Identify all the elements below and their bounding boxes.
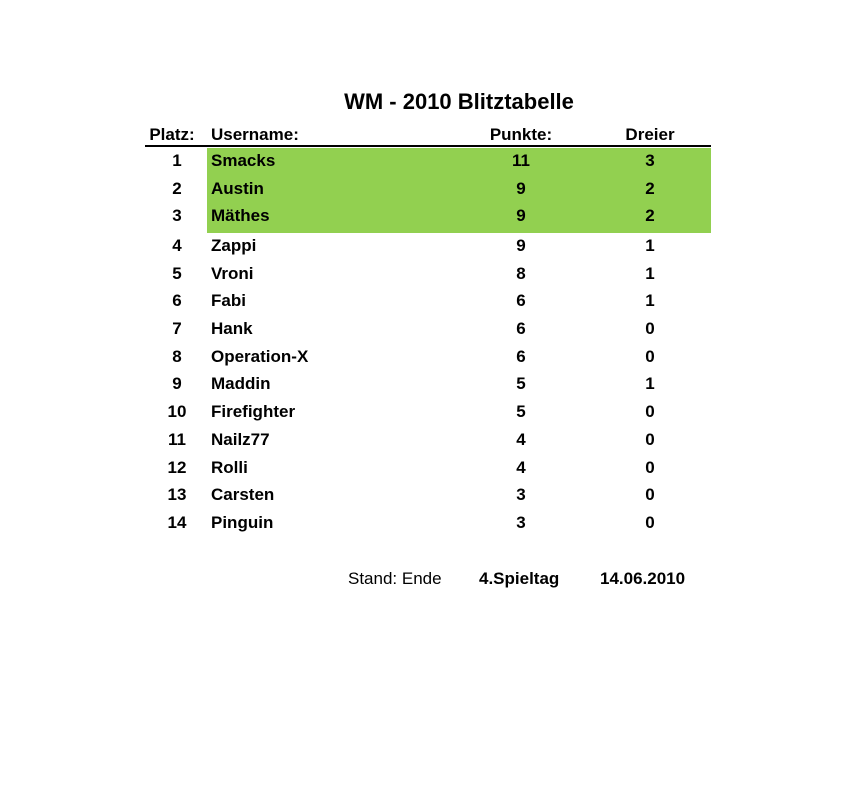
cell-platz: 2 xyxy=(172,179,182,198)
cell-punkte: 9 xyxy=(516,236,526,255)
cell-platz: 1 xyxy=(172,151,182,170)
cell-username: Maddin xyxy=(211,374,271,393)
cell-platz: 10 xyxy=(167,402,187,421)
cell-username: Carsten xyxy=(211,485,275,504)
cell-platz: 8 xyxy=(172,347,182,366)
header-platz: Platz: xyxy=(149,125,195,144)
cell-username: Pinguin xyxy=(211,513,274,532)
top-three-highlight xyxy=(207,148,711,233)
cell-username: Firefighter xyxy=(211,402,296,421)
cell-dreier: 1 xyxy=(645,264,655,283)
cell-platz: 3 xyxy=(172,206,182,225)
cell-punkte: 4 xyxy=(516,430,526,449)
cell-punkte: 6 xyxy=(516,291,526,310)
cell-username: Operation-X xyxy=(211,347,309,366)
cell-username: Fabi xyxy=(211,291,246,310)
cell-dreier: 0 xyxy=(645,319,655,338)
cell-punkte: 4 xyxy=(516,458,526,477)
cell-punkte: 8 xyxy=(516,264,526,283)
cell-dreier: 1 xyxy=(645,374,655,393)
cell-platz: 5 xyxy=(172,264,182,283)
cell-platz: 7 xyxy=(172,319,182,338)
cell-dreier: 0 xyxy=(645,430,655,449)
cell-platz: 9 xyxy=(172,374,182,393)
cell-punkte: 3 xyxy=(516,513,526,532)
footer-stand: Stand: Ende xyxy=(348,569,442,588)
cell-punkte: 5 xyxy=(516,402,526,421)
cell-punkte: 5 xyxy=(516,374,526,393)
cell-platz: 14 xyxy=(167,513,187,532)
cell-punkte: 9 xyxy=(516,179,526,198)
cell-platz: 12 xyxy=(167,458,187,477)
cell-punkte: 6 xyxy=(516,347,526,366)
cell-username: Nailz77 xyxy=(211,430,270,449)
cell-platz: 6 xyxy=(172,291,182,310)
cell-punkte: 6 xyxy=(516,319,526,338)
cell-dreier: 0 xyxy=(645,402,655,421)
cell-username: Vroni xyxy=(211,264,254,283)
cell-dreier: 1 xyxy=(645,291,655,310)
cell-platz: 11 xyxy=(168,430,186,449)
cell-dreier: 2 xyxy=(645,179,655,198)
header-username: Username: xyxy=(211,125,299,144)
footer-date: 14.06.2010 xyxy=(600,569,686,588)
cell-dreier: 0 xyxy=(645,513,655,532)
header-punkte: Punkte: xyxy=(489,125,553,144)
cell-username: Hank xyxy=(211,319,253,338)
page-title: WM - 2010 Blitztabelle xyxy=(344,89,574,114)
header-divider xyxy=(145,145,711,147)
cell-username: Rolli xyxy=(211,458,248,477)
cell-username: Austin xyxy=(211,179,264,198)
cell-dreier: 3 xyxy=(645,151,655,170)
cell-dreier: 0 xyxy=(645,485,655,504)
cell-platz: 13 xyxy=(167,485,187,504)
cell-dreier: 2 xyxy=(645,206,655,225)
cell-platz: 4 xyxy=(172,236,182,255)
cell-punkte: 9 xyxy=(516,206,526,225)
cell-username: Smacks xyxy=(211,151,276,170)
footer-spieltag: 4.Spieltag xyxy=(479,569,560,588)
cell-dreier: 0 xyxy=(645,347,655,366)
header-dreier: Dreier xyxy=(625,125,675,144)
cell-dreier: 1 xyxy=(645,236,655,255)
cell-username: Mäthes xyxy=(211,206,270,225)
cell-punkte: 3 xyxy=(516,485,526,504)
cell-punkte: 11 xyxy=(512,151,530,170)
cell-dreier: 0 xyxy=(645,458,655,477)
cell-username: Zappi xyxy=(211,236,257,255)
